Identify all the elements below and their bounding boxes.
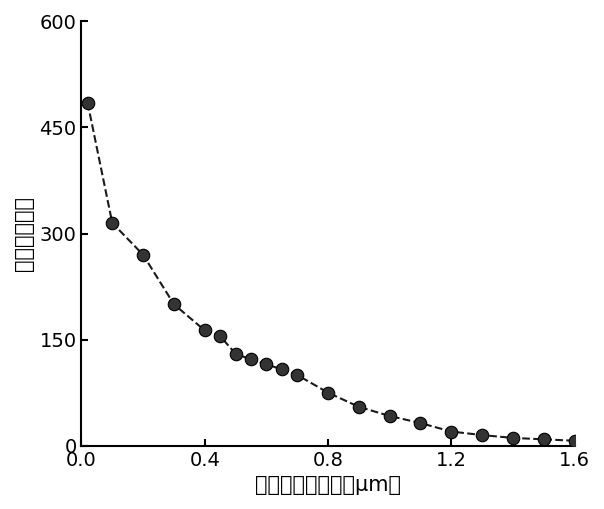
X-axis label: 距窄区水平距离（μm）: 距窄区水平距离（μm） [255, 475, 401, 495]
Y-axis label: 磁场放大倍数: 磁场放大倍数 [14, 196, 34, 271]
